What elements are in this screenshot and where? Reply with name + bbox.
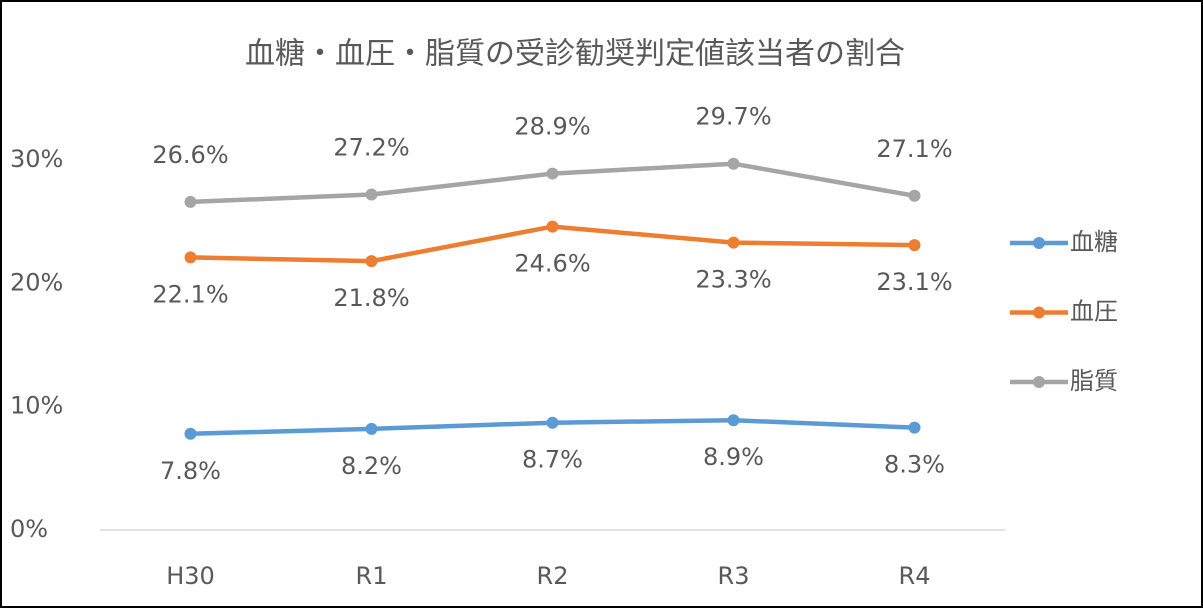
data-point <box>727 157 740 170</box>
data-label: 8.9% <box>703 443 764 471</box>
data-label: 7.8% <box>160 457 221 485</box>
data-label: 29.7% <box>695 103 771 131</box>
data-point <box>908 239 921 252</box>
data-label: 26.6% <box>152 141 228 169</box>
chart-title: 血糖・血圧・脂質の受診勧奨判定値該当者の割合 <box>245 37 905 72</box>
y-tick-label: 30% <box>10 145 63 173</box>
legend-label: 血圧 <box>1070 298 1118 326</box>
x-tick-label: R3 <box>718 562 750 590</box>
data-label: 21.8% <box>333 284 409 312</box>
data-label: 22.1% <box>152 280 228 308</box>
data-point <box>365 422 378 435</box>
data-point <box>365 188 378 201</box>
data-point <box>184 195 197 208</box>
legend-marker <box>1033 306 1045 319</box>
x-tick-label: R1 <box>356 562 388 590</box>
data-point <box>908 189 921 202</box>
x-tick-label: H30 <box>166 562 215 590</box>
legend-marker <box>1033 237 1045 249</box>
data-point <box>184 251 197 264</box>
y-tick-label: 10% <box>10 392 63 420</box>
data-label: 28.9% <box>514 113 590 141</box>
data-point <box>184 427 197 440</box>
legend-label: 血糖 <box>1070 228 1118 256</box>
x-tick-label: R4 <box>899 562 931 590</box>
data-point <box>727 236 740 249</box>
y-tick-label: 20% <box>10 268 63 296</box>
data-label: 23.1% <box>876 268 952 296</box>
data-label: 8.2% <box>341 452 402 480</box>
legend-label: 脂質 <box>1070 367 1118 395</box>
x-tick-label: R2 <box>537 562 569 590</box>
data-label: 27.2% <box>333 134 409 162</box>
data-label: 23.3% <box>695 266 771 294</box>
legend-marker <box>1033 376 1045 388</box>
data-point <box>365 255 378 268</box>
data-label: 8.7% <box>522 446 583 474</box>
data-label: 8.3% <box>884 451 945 479</box>
data-point <box>546 167 559 180</box>
data-point <box>908 421 921 434</box>
data-point <box>546 220 559 233</box>
data-point <box>727 414 740 427</box>
data-label: 24.6% <box>514 250 590 278</box>
y-tick-label: 0% <box>10 515 48 543</box>
data-label: 27.1% <box>876 135 952 163</box>
data-point <box>546 416 559 429</box>
